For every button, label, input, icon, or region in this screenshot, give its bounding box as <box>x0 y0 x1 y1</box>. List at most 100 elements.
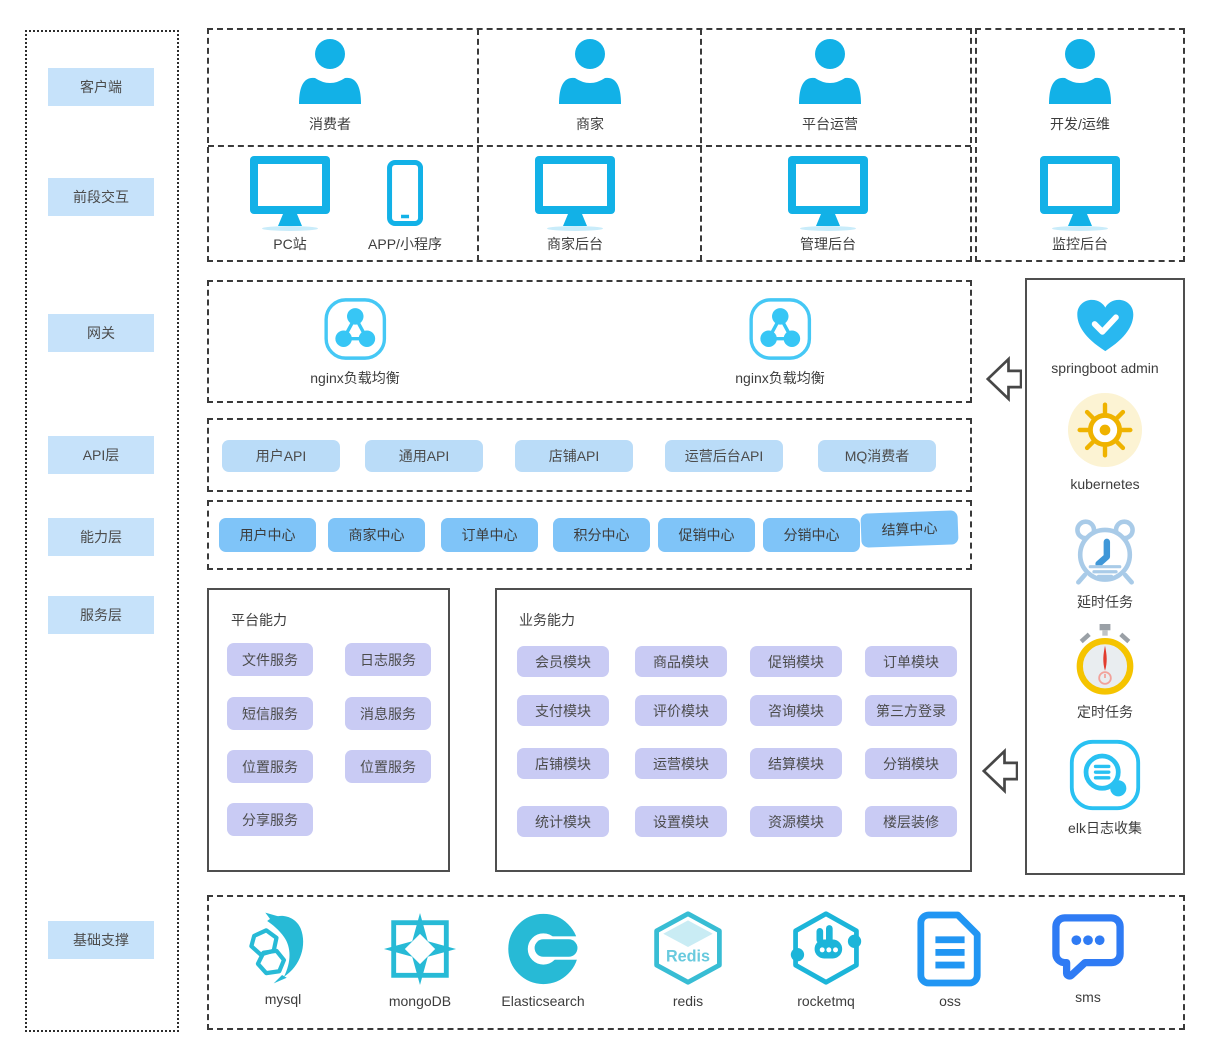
layer-label-gateway: 网关 <box>48 314 154 352</box>
user-label: 开发/运维 <box>1050 116 1110 132</box>
infra-label: mongoDB <box>388 993 452 1009</box>
center-chip-points: 积分中心 <box>553 518 650 552</box>
mysql-dolphin-icon <box>243 911 323 985</box>
tool-label: 定时任务 <box>1077 704 1133 720</box>
layer-label-frontend: 前段交互 <box>48 178 154 216</box>
svc-chip-share: 分享服务 <box>227 803 313 836</box>
clients-col-divider-2 <box>700 29 702 261</box>
user-label: 平台运营 <box>802 116 858 132</box>
svc-chip-location: 位置服务 <box>227 750 313 783</box>
tool-label: kubernetes <box>1070 476 1140 492</box>
platform-capability-box: 平台能力 文件服务 日志服务 短信服务 消息服务 位置服务 位置服务 分享服务 <box>207 588 450 872</box>
clients-col-divider-1 <box>477 29 479 261</box>
center-chip-order: 订单中心 <box>441 518 538 552</box>
nginx-cluster-icon <box>322 296 388 362</box>
infra-label: redis <box>672 993 704 1009</box>
svc-chip-location2: 位置服务 <box>345 750 431 783</box>
clients-row-divider <box>208 145 971 147</box>
user-label: 商家 <box>576 116 604 132</box>
tool-springboot-admin: springboot admin <box>1051 298 1159 376</box>
mod-chip-ops: 运营模块 <box>635 748 727 779</box>
tool-label: elk日志收集 <box>1068 820 1142 836</box>
infra-mysql: mysql <box>243 911 323 1007</box>
api-layer-box: 用户API 通用API 店铺API 运营后台API MQ消费者 <box>207 418 972 492</box>
monitor-icon <box>247 154 333 232</box>
document-icon <box>915 911 985 987</box>
user-platform-ops: 平台运营 <box>793 38 867 134</box>
layer-label-api: API层 <box>48 436 154 474</box>
infra-oss: oss <box>915 911 985 1009</box>
infra-redis: Redis redis <box>649 909 727 1009</box>
mod-chip-settle: 结算模块 <box>750 748 842 779</box>
api-chip-ops: 运营后台API <box>665 440 783 472</box>
infra-label: Elasticsearch <box>501 993 585 1009</box>
clients-box: 消费者 商家 平台运营 PC站 APP/小程序 <box>207 28 972 262</box>
svc-chip-sms: 短信服务 <box>227 697 313 730</box>
tool-label: springboot admin <box>1051 360 1159 376</box>
infrastructure-box: mysql mongoDB Elasticsearch Redis redis … <box>207 895 1185 1030</box>
tools-box: springboot admin kubernetes 延时任务 定时任务 el… <box>1025 278 1185 875</box>
terminal-label: APP/小程序 <box>368 236 442 252</box>
kubernetes-wheel-icon <box>1067 392 1143 468</box>
layer-label-capability: 能力层 <box>48 518 154 556</box>
layer-sidebar: 客户端 前段交互 网关 API层 能力层 服务层 基础支撑 <box>25 30 179 1032</box>
tool-delayed-task: 延时任务 <box>1070 518 1140 612</box>
infra-label: sms <box>1075 989 1101 1005</box>
mod-chip-settings: 设置模块 <box>635 806 727 837</box>
capability-layer-box: 用户中心 商家中心 订单中心 积分中心 促销中心 分销中心 结算中心 <box>207 500 972 570</box>
terminal-monitoring: 监控后台 <box>1037 154 1123 254</box>
user-devops: 开发/运维 <box>1043 38 1117 134</box>
center-chip-user: 用户中心 <box>219 518 316 552</box>
heart-check-icon <box>1074 298 1136 354</box>
api-chip-shop: 店铺API <box>515 440 633 472</box>
api-chip-mq: MQ消费者 <box>818 440 936 472</box>
center-chip-merchant: 商家中心 <box>328 518 425 552</box>
tool-label: 延时任务 <box>1077 594 1133 610</box>
chat-bubble-icon <box>1050 913 1126 983</box>
terminal-label: PC站 <box>273 236 307 252</box>
mod-chip-promo: 促销模块 <box>750 646 842 677</box>
infra-label: rocketmq <box>797 993 855 1009</box>
terminal-label: 商家后台 <box>547 236 603 252</box>
nginx-label: nginx负载均衡 <box>735 370 825 386</box>
log-search-icon <box>1068 738 1142 812</box>
api-chip-common: 通用API <box>365 440 483 472</box>
smartphone-icon <box>387 160 423 226</box>
terminal-mgmt-admin: 管理后台 <box>785 154 871 254</box>
mod-chip-review: 评价模块 <box>635 695 727 726</box>
infra-label: oss <box>939 993 961 1009</box>
layer-label-client: 客户端 <box>48 68 154 106</box>
mod-chip-stats: 统计模块 <box>517 806 609 837</box>
nginx-node-2: nginx负载均衡 <box>735 296 825 388</box>
nginx-cluster-icon <box>747 296 813 362</box>
redis-cube-icon: Redis <box>649 909 727 987</box>
tool-scheduled-task: 定时任务 <box>1072 624 1138 722</box>
mongodb-compass-icon <box>382 911 458 987</box>
infra-label: mysql <box>264 991 302 1007</box>
center-chip-distribution: 分销中心 <box>763 518 860 552</box>
arrow-left-gateway <box>986 352 1022 406</box>
redis-wordmark: Redis <box>666 947 710 965</box>
user-merchant: 商家 <box>553 38 627 134</box>
mod-chip-consult: 咨询模块 <box>750 695 842 726</box>
user-consumer: 消费者 <box>293 38 367 134</box>
arrow-left-service <box>982 744 1018 798</box>
terminal-label: 监控后台 <box>1052 236 1108 252</box>
elasticsearch-icon <box>505 911 581 987</box>
nginx-node-1: nginx负载均衡 <box>310 296 400 388</box>
mod-chip-resource: 资源模块 <box>750 806 842 837</box>
stopwatch-icon <box>1072 624 1138 696</box>
layer-label-infra: 基础支撑 <box>48 921 154 959</box>
tool-elk: elk日志收集 <box>1068 738 1142 838</box>
terminal-pc: PC站 <box>247 154 333 254</box>
platform-box-title: 平台能力 <box>231 612 287 628</box>
monitor-icon <box>1037 154 1123 232</box>
mod-chip-member: 会员模块 <box>517 646 609 677</box>
mod-chip-thirdlogin: 第三方登录 <box>865 695 957 726</box>
person-icon <box>553 38 627 108</box>
infra-sms: sms <box>1050 913 1126 1005</box>
tool-kubernetes: kubernetes <box>1067 392 1143 492</box>
monitor-icon <box>532 154 618 232</box>
layer-label-service: 服务层 <box>48 596 154 634</box>
